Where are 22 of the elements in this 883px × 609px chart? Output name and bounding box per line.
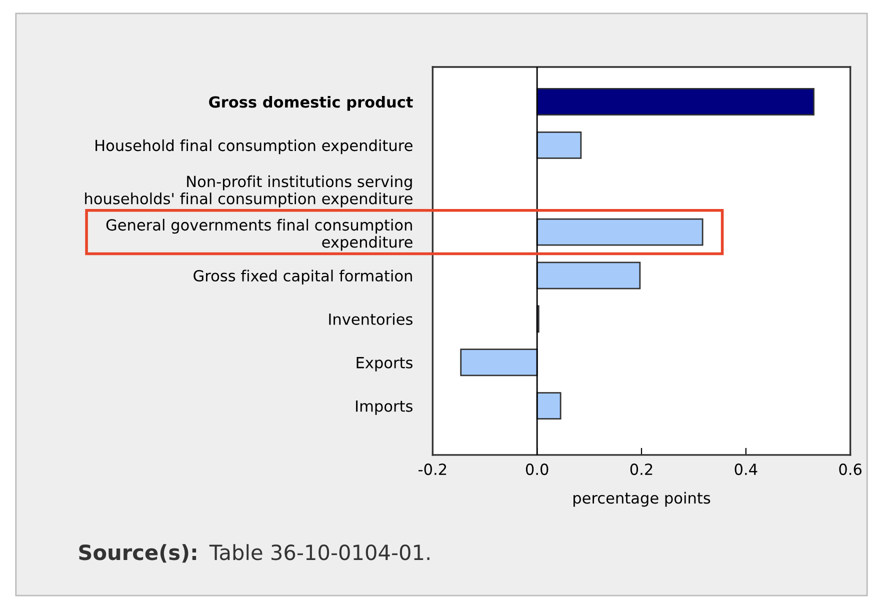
y-tick-label: Non-profit institutions serving households' final consumption expenditure [85,175,412,208]
x-tick-label: 0.2 [630,464,652,476]
bar [536,392,562,420]
x-tick-label: -0.2 [418,464,446,476]
bar [536,131,582,159]
x-tick-label: 0.0 [526,464,548,476]
y-tick-label: Inventories [329,313,412,325]
x-tick-label: 0.6 [839,464,862,476]
source-note: Source(s): [79,544,196,563]
y-tick-label: Household final consumption expenditure [96,139,412,154]
y-tick-label: Gross fixed capital formation [194,270,412,284]
caption: Table 36-10-0104-01. [209,544,430,560]
bar [536,88,814,116]
y-tick-label: General governments final consumption expenditure [106,218,412,251]
y-tick-label: Imports [356,400,412,415]
bar [536,262,641,290]
x-tick-label: 0.4 [734,464,758,476]
bar [460,348,538,376]
bar [536,218,704,246]
y-tick-label: Exports [356,357,412,372]
x-axis-title: percentage points [574,492,710,507]
y-tick-label: Gross domestic product [209,96,413,111]
